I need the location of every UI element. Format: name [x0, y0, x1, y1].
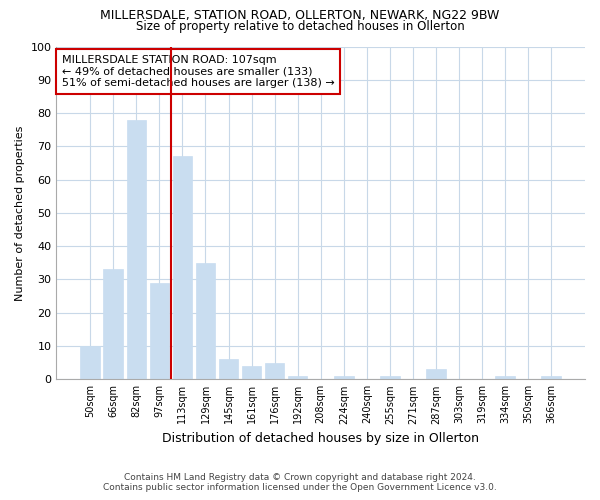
Bar	[103, 270, 123, 380]
Bar	[173, 156, 192, 380]
Bar	[149, 283, 169, 380]
Bar	[380, 376, 400, 380]
Bar	[265, 362, 284, 380]
Bar	[219, 360, 238, 380]
Bar	[127, 120, 146, 380]
Bar	[334, 376, 353, 380]
Bar	[495, 376, 515, 380]
Bar	[426, 370, 446, 380]
Bar	[541, 376, 561, 380]
Bar	[80, 346, 100, 380]
Text: MILLERSDALE, STATION ROAD, OLLERTON, NEWARK, NG22 9BW: MILLERSDALE, STATION ROAD, OLLERTON, NEW…	[100, 9, 500, 22]
Text: MILLERSDALE STATION ROAD: 107sqm
← 49% of detached houses are smaller (133)
51% : MILLERSDALE STATION ROAD: 107sqm ← 49% o…	[62, 55, 334, 88]
Bar	[288, 376, 307, 380]
X-axis label: Distribution of detached houses by size in Ollerton: Distribution of detached houses by size …	[162, 432, 479, 445]
Bar	[242, 366, 262, 380]
Text: Size of property relative to detached houses in Ollerton: Size of property relative to detached ho…	[136, 20, 464, 33]
Y-axis label: Number of detached properties: Number of detached properties	[15, 125, 25, 300]
Text: Contains HM Land Registry data © Crown copyright and database right 2024.
Contai: Contains HM Land Registry data © Crown c…	[103, 473, 497, 492]
Bar	[196, 263, 215, 380]
